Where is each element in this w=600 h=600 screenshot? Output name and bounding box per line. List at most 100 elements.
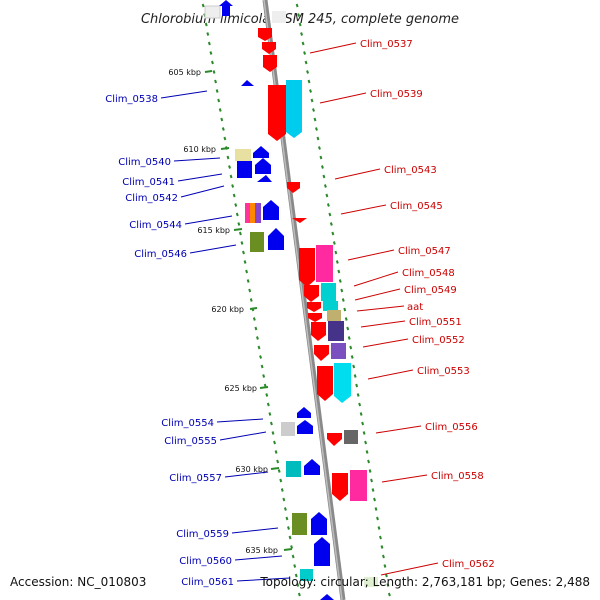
tick-dot (269, 421, 273, 426)
tick-dot (266, 402, 270, 407)
gene-box (350, 470, 367, 501)
gene-arrow (253, 146, 269, 158)
kbp-tick (259, 386, 269, 389)
gene-label: Clim_0537 (360, 39, 413, 50)
gene-box (204, 5, 221, 19)
tick-dot (287, 526, 290, 530)
tick-dot (334, 250, 338, 255)
gene-box (250, 232, 264, 252)
kbp-tick (220, 147, 230, 150)
tick-dot (260, 364, 264, 369)
leader-line (381, 474, 428, 483)
tick-dot (254, 326, 258, 331)
gene-arrow (257, 175, 272, 182)
tick-dot (359, 412, 363, 416)
leader-line (189, 244, 237, 254)
leader-line (184, 215, 233, 225)
leader-line (347, 249, 395, 261)
tick-dot (237, 222, 241, 226)
tick-dot (217, 98, 221, 103)
tick-dot (374, 507, 378, 511)
gene-label: aat (407, 302, 423, 313)
gene-arrow (263, 55, 277, 72)
tick-dot (297, 13, 301, 17)
gene-label: Clim_0558 (431, 471, 484, 482)
gene-label: Clim_0543 (384, 165, 437, 176)
tick-dot (320, 165, 324, 169)
leader-line (360, 320, 406, 328)
tick-dot (350, 355, 354, 359)
gene-box (321, 283, 336, 301)
gene-label: Clim_0562 (442, 559, 495, 570)
kbp-tick (249, 307, 258, 310)
tick-dot (257, 345, 261, 350)
gene-box (281, 422, 295, 436)
tick-dot (215, 89, 219, 93)
tick-dot (300, 32, 304, 36)
gene-arrow (304, 285, 319, 302)
tick-dot (304, 60, 308, 65)
tick-dot (349, 345, 353, 350)
tick-dot (376, 516, 379, 521)
kbp-mark: 635 kbp (245, 546, 278, 555)
kbp-tick (204, 70, 213, 73)
tick-dot (347, 336, 351, 340)
gene-box (327, 310, 341, 321)
tick-dot (335, 260, 339, 264)
tick-dot (223, 136, 227, 141)
tick-dot (310, 98, 314, 103)
leader-line (177, 173, 223, 182)
tick-dot (328, 212, 332, 217)
leader-line (180, 185, 225, 198)
gene-label: Clim_0540 (118, 157, 171, 168)
tick-dot (298, 22, 302, 27)
kbp-mark: 630 kbp (235, 465, 268, 474)
gene-box (272, 11, 286, 23)
tick-dot (329, 222, 333, 226)
tick-dot (204, 22, 208, 27)
tick-dot (316, 136, 320, 141)
tick-dot (238, 231, 242, 236)
tick-dot (280, 488, 284, 492)
gene-label: Clim_0538 (105, 94, 158, 105)
kbp-mark: 605 kbp (168, 68, 201, 77)
tick-dot (337, 269, 341, 274)
leader-line (354, 288, 401, 301)
gene-label: Clim_0551 (409, 317, 462, 328)
gene-label: Clim_0547 (398, 246, 451, 257)
gene-box (235, 149, 251, 161)
tick-dot (355, 383, 359, 388)
leader-line (362, 338, 409, 348)
gene-label: Clim_0554 (161, 418, 214, 429)
tick-dot (209, 51, 213, 55)
tick-dot (380, 545, 384, 549)
tick-dot (201, 3, 205, 8)
tick-dot (338, 279, 342, 283)
gene-box (237, 161, 252, 178)
gene-box (344, 430, 358, 444)
gene-arrow (219, 0, 233, 16)
leader-line (375, 425, 422, 434)
tick-dot (242, 250, 245, 255)
kbp-mark: 625 kbp (224, 384, 257, 393)
tick-dot (288, 535, 292, 540)
tick-dot (259, 355, 263, 359)
right-gene-labels: Clim_0537 Clim_0539 Clim_0543 Clim_0545 … (360, 39, 495, 570)
tick-dot (382, 554, 385, 559)
gene-box (255, 203, 261, 223)
leader-line (219, 431, 267, 441)
gene-label: Clim_0561 (181, 577, 234, 588)
gene-box (364, 577, 378, 587)
gene-arrow (255, 158, 271, 174)
tick-dot (319, 155, 323, 160)
tick-dot (268, 412, 272, 416)
tick-dot (356, 393, 360, 397)
gene-label: Clim_0559 (176, 529, 229, 540)
leader-line (160, 90, 208, 99)
right-strand-genes (258, 11, 378, 587)
gene-arrow (304, 459, 320, 475)
kbp-mark: 615 kbp (197, 226, 230, 235)
gene-box (323, 301, 338, 311)
leader-line (231, 527, 279, 534)
kbp-scale: 605 kbp 610 kbp 615 kbp 620 kbp 625 kbp … (168, 68, 293, 555)
